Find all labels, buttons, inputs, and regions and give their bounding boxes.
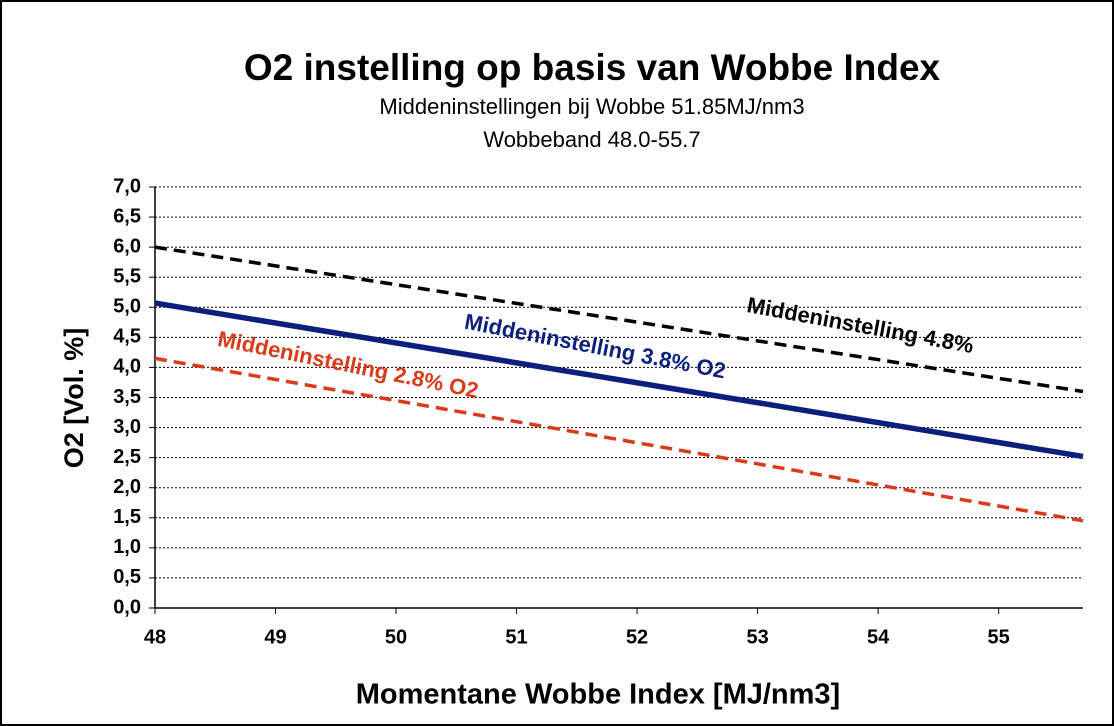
- y-tick-label: 7,0: [113, 175, 141, 197]
- y-tick-label: 0,0: [113, 596, 141, 618]
- y-tick-label: 1,5: [113, 506, 141, 528]
- y-tick-label: 6,5: [113, 205, 141, 227]
- x-tick-label: 53: [746, 626, 768, 648]
- y-tick-label: 3,5: [113, 386, 141, 408]
- y-axis-label: O2 [Vol. %]: [59, 328, 89, 469]
- x-tick-label: 52: [626, 626, 648, 648]
- y-tick-label: 6,0: [113, 235, 141, 257]
- y-tick-label: 4,5: [113, 326, 141, 348]
- y-tick-label: 1,0: [113, 536, 141, 558]
- x-tick-label: 51: [505, 626, 527, 648]
- y-tick-label: 3,0: [113, 416, 141, 438]
- x-tick-label: 48: [144, 626, 166, 648]
- y-tick-label: 5,0: [113, 296, 141, 318]
- x-tick-label: 55: [988, 626, 1010, 648]
- y-tick-label: 4,0: [113, 356, 141, 378]
- chart-subtitle: Middeninstellingen bij Wobbe 51.85MJ/nm3: [379, 94, 804, 119]
- y-tick-label: 5,5: [113, 265, 141, 287]
- x-tick-label: 54: [867, 626, 890, 648]
- line: [154, 356, 1084, 523]
- x-tick-label: 49: [264, 626, 286, 648]
- y-tick-label: 0,5: [113, 566, 141, 588]
- x-tick-label: 50: [385, 626, 407, 648]
- line: [154, 300, 1084, 460]
- chart-subtitle: Wobbeband 48.0-55.7: [483, 127, 700, 152]
- y-tick-label: 2,0: [113, 476, 141, 498]
- line: [154, 245, 1084, 394]
- y-tick-label: 2,5: [113, 446, 141, 468]
- x-axis-label: Momentane Wobbe Index [MJ/nm3]: [356, 679, 840, 711]
- chart-title: O2 instelling op basis van Wobbe Index: [244, 47, 941, 88]
